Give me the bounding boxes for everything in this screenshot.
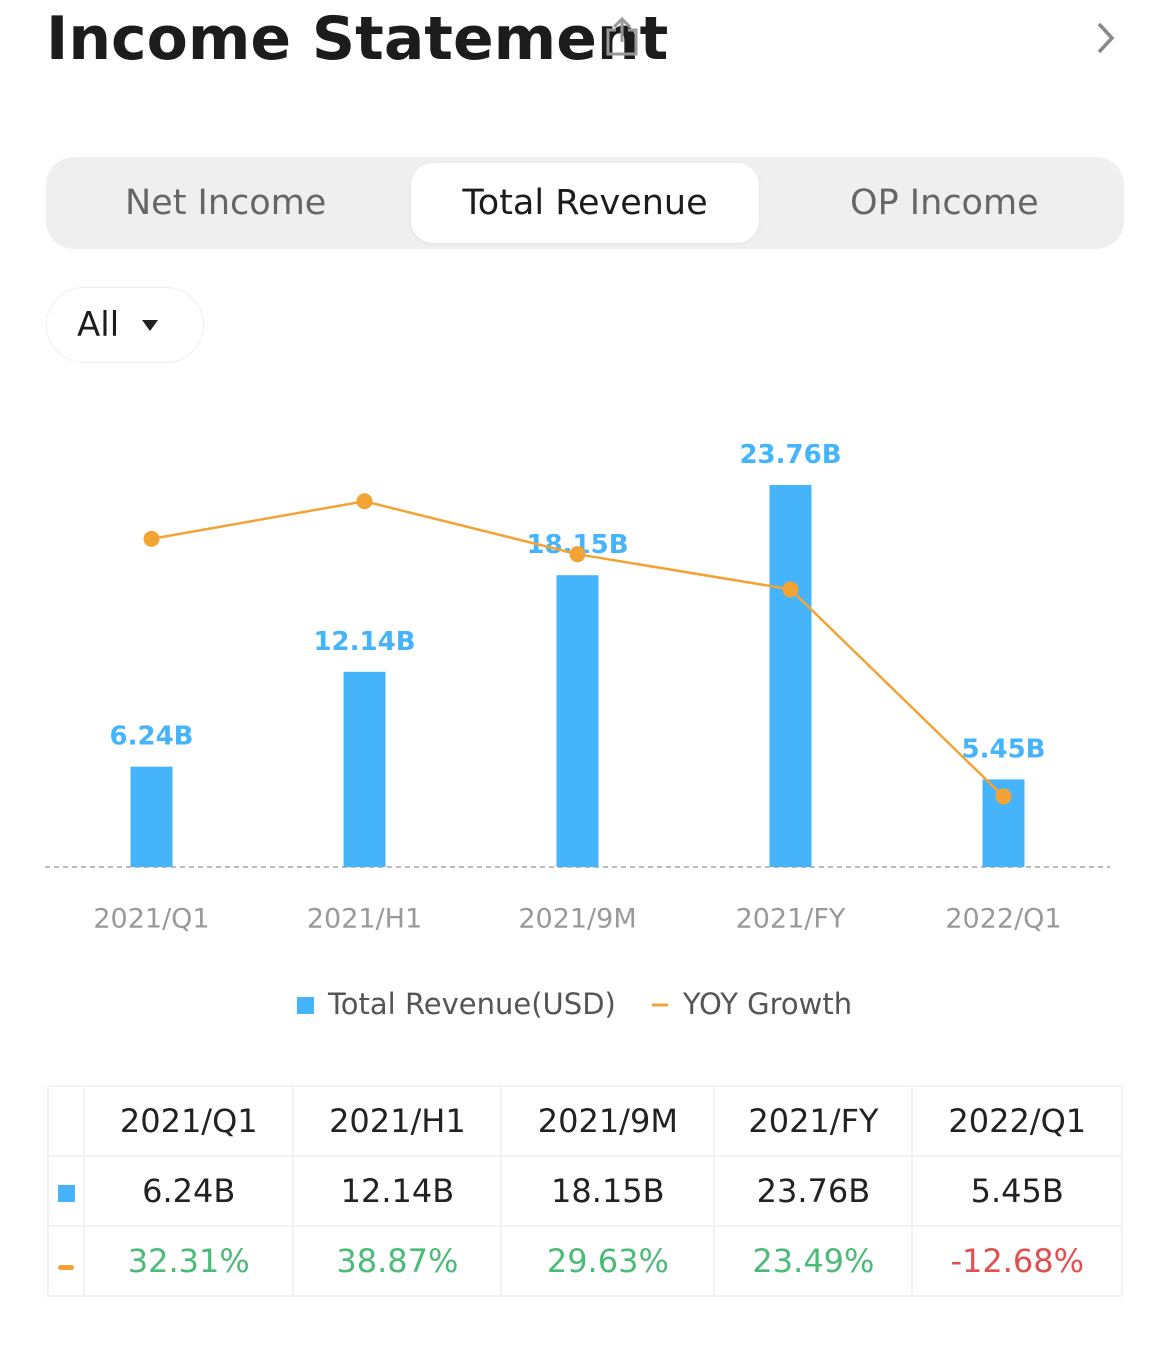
share-icon[interactable] <box>604 16 640 58</box>
table-header-cell: 2022/Q1 <box>911 1085 1123 1157</box>
legend-swatch <box>297 997 314 1014</box>
table-header-row: 2021/Q1 2021/H1 2021/9M 2021/FY 2022/Q1 <box>47 1085 1123 1157</box>
x-tick-label: 2021/9M <box>518 904 636 935</box>
line-point <box>995 788 1012 805</box>
line-point <box>569 546 586 563</box>
x-tick-label: 2021/H1 <box>307 904 422 935</box>
table-cell: 23.76B <box>713 1155 914 1227</box>
chevron-right[interactable] <box>1094 20 1118 56</box>
filter-label: All <box>77 305 120 345</box>
data-label: 23.76B <box>739 440 841 470</box>
table-header-cell: 2021/Q1 <box>82 1085 295 1157</box>
tab[interactable]: OP Income <box>850 183 1039 223</box>
table-row: 32.31% 38.87% 29.63% 23.49% -12.68% <box>47 1225 1123 1297</box>
table-header-cell: 2021/H1 <box>292 1085 503 1157</box>
legend-label: YOY Growth <box>682 987 852 1021</box>
tab[interactable]: Total Revenue <box>411 163 759 243</box>
table-cell: 29.63% <box>500 1225 716 1297</box>
row-icon-swatch <box>57 1185 75 1202</box>
line-point <box>782 581 799 598</box>
table-cell: 12.14B <box>292 1155 503 1227</box>
bar <box>130 766 173 867</box>
table-cell: 5.45B <box>911 1155 1123 1227</box>
table-header-cell: 2021/FY <box>713 1085 914 1157</box>
data-table: 2021/Q1 2021/H1 2021/9M 2021/FY 2022/Q1 6.24B… <box>47 1085 1123 1297</box>
x-tick-label: 2021/FY <box>736 904 846 935</box>
data-label: 5.45B <box>962 734 1046 764</box>
legend-label: Total Revenue(USD) <box>327 987 616 1021</box>
tab-bar: Net Income Total Revenue OP Income <box>46 157 1124 249</box>
bar <box>343 671 386 867</box>
table-cell: -12.68% <box>911 1225 1123 1297</box>
row-icon <box>47 1155 85 1227</box>
period-filter[interactable]: All <box>46 287 204 363</box>
line-point <box>143 530 160 547</box>
x-tick-label: 2022/Q1 <box>945 904 1061 935</box>
table-header-cell: 2021/9M <box>500 1085 716 1157</box>
line-point <box>356 493 373 510</box>
table-row: 6.24B 12.14B 18.15B 23.76B 5.45B <box>47 1155 1123 1227</box>
table-cell: 18.15B <box>500 1155 716 1227</box>
data-label: 6.24B <box>110 722 194 752</box>
table-cell: 38.87% <box>292 1225 503 1297</box>
dropdown-arrow <box>142 320 159 331</box>
table-corner <box>47 1085 85 1157</box>
tab[interactable]: Net Income <box>124 183 327 223</box>
table-cell: 6.24B <box>82 1155 295 1227</box>
data-label: 12.14B <box>313 627 415 657</box>
page-title: Income Statement <box>46 4 669 74</box>
bar <box>769 485 812 867</box>
table-cell: 23.49% <box>713 1225 914 1297</box>
row-icon <box>47 1225 85 1297</box>
legend: Total Revenue(USD) YOY Growth <box>297 987 852 1021</box>
table-cell: 32.31% <box>82 1225 295 1297</box>
bar <box>556 575 599 867</box>
x-tick-label: 2021/Q1 <box>93 904 209 935</box>
row-icon-swatch <box>58 1265 74 1270</box>
